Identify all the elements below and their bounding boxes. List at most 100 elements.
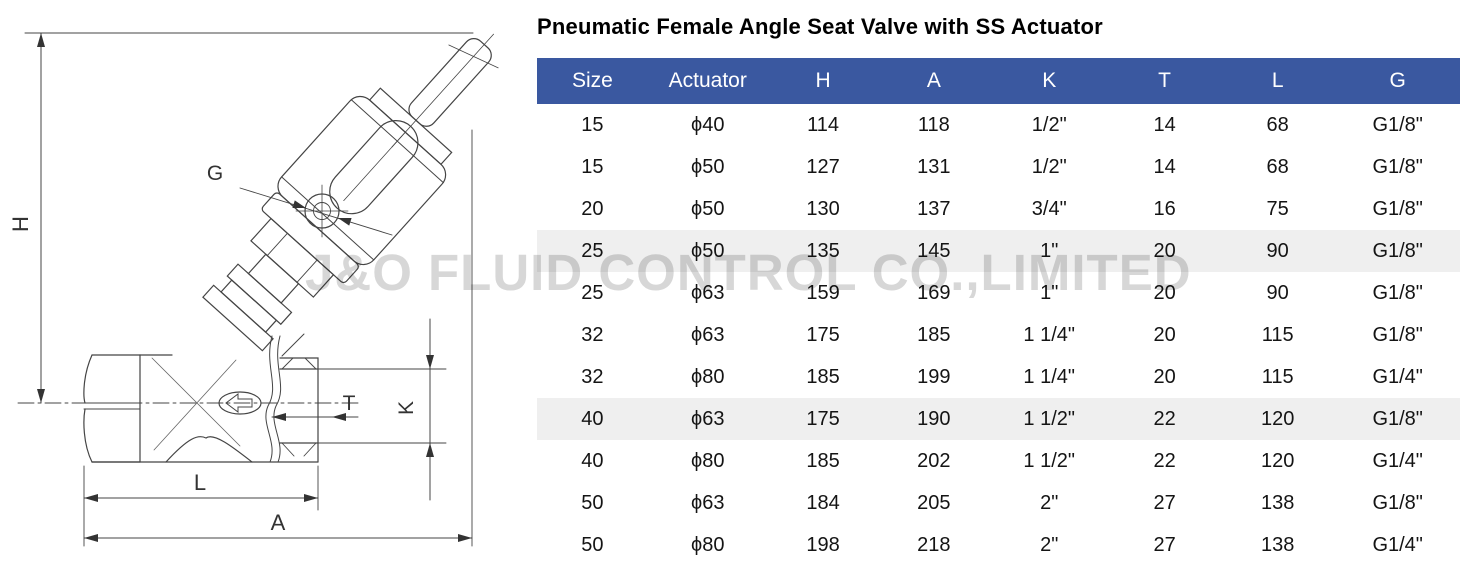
table-cell: 135 [806, 239, 840, 262]
table-cell: ϕ80 [691, 449, 725, 472]
table-cell: 175 [806, 323, 840, 346]
table-cell: 25 [581, 239, 604, 262]
table-cell: 218 [917, 533, 951, 556]
table-cell: ϕ40 [691, 113, 725, 136]
table-cell: G1/8" [1372, 155, 1423, 178]
table-row: 40 ϕ80 185 202 1 1/2" 22 120 G1/4" [537, 440, 1460, 482]
table-cell: 1 1/4" [1023, 323, 1076, 346]
table-cell: 138 [1260, 533, 1295, 556]
table-cell: 127 [806, 155, 840, 178]
table-cell: G1/8" [1372, 491, 1423, 514]
table-cell: 175 [806, 407, 840, 430]
table-cell: 115 [1261, 365, 1294, 388]
table-cell: 202 [917, 449, 951, 472]
table-body: 15 ϕ40 114 118 1/2" 14 68 G1/8" 15 ϕ50 127 131 1/2" 1… [537, 104, 1460, 566]
table-cell: 184 [806, 491, 840, 514]
table-cell: ϕ63 [691, 323, 725, 346]
table-row: 32 ϕ80 185 199 1 1/4" 20 115 G1/4" [537, 356, 1460, 398]
table-cell: 22 [1153, 449, 1176, 472]
table-cell: 198 [806, 533, 840, 556]
col-header-h: H [767, 58, 879, 104]
table-cell: 27 [1153, 533, 1176, 556]
table-cell: 138 [1260, 491, 1295, 514]
table-cell: 130 [806, 197, 840, 220]
table-cell: 27 [1153, 491, 1176, 514]
table-cell: 22 [1153, 407, 1176, 430]
table-cell: 32 [581, 365, 604, 388]
table-cell: 40 [581, 407, 604, 430]
table-row: 25 ϕ50 135 145 1" 20 90 G1/8" [537, 230, 1460, 272]
col-header-actuator: Actuator [647, 58, 768, 104]
table-cell: 20 [1153, 281, 1176, 304]
col-header-g: G [1335, 58, 1460, 104]
valve-technical-drawing: H G T K L A [0, 0, 530, 565]
table-row: 25 ϕ63 159 169 1" 20 90 G1/8" [537, 272, 1460, 314]
dim-label-A: A [271, 510, 286, 535]
table-cell: 1" [1040, 239, 1059, 262]
table-cell: 20 [1153, 365, 1176, 388]
table-cell: ϕ63 [691, 491, 725, 514]
table-cell: 1/2" [1031, 155, 1067, 178]
table-cell: 185 [806, 365, 840, 388]
col-header-size: Size [537, 58, 648, 104]
table-cell: 185 [917, 323, 951, 346]
table-cell: 1" [1040, 281, 1059, 304]
table-cell: G1/8" [1372, 281, 1423, 304]
table-cell: 20 [1153, 323, 1176, 346]
dim-label-K: K [395, 401, 418, 415]
table-cell: 90 [1266, 281, 1289, 304]
table-cell: 1/2" [1031, 113, 1067, 136]
table-cell: 137 [917, 197, 951, 220]
table-cell: 50 [581, 491, 604, 514]
col-header-a: A [878, 58, 990, 104]
table-row: 50 ϕ80 198 218 2" 27 138 G1/4" [537, 524, 1460, 566]
table-cell: G1/8" [1372, 113, 1423, 136]
table-row: 50 ϕ63 184 205 2" 27 138 G1/8" [537, 482, 1460, 524]
table-cell: G1/4" [1372, 365, 1423, 388]
table-cell: 68 [1266, 113, 1289, 136]
table-cell: 68 [1266, 155, 1289, 178]
table-cell: 169 [917, 281, 951, 304]
table-row: 15 ϕ40 114 118 1/2" 14 68 G1/8" [537, 104, 1460, 146]
table-cell: ϕ50 [691, 239, 725, 262]
col-header-k: K [989, 58, 1110, 104]
table-row: 40 ϕ63 175 190 1 1/2" 22 120 G1/8" [537, 398, 1460, 440]
table-cell: 2" [1040, 491, 1059, 514]
table-cell: 115 [1261, 323, 1294, 346]
table-cell: ϕ63 [691, 281, 725, 304]
table-cell: G1/8" [1372, 239, 1423, 262]
spec-table-panel: Pneumatic Female Angle Seat Valve with S… [537, 0, 1460, 566]
table-cell: 120 [1260, 407, 1295, 430]
table-cell: 1 1/2" [1023, 449, 1076, 472]
table-cell: 20 [581, 197, 604, 220]
table-cell: 20 [1153, 239, 1176, 262]
dim-label-T: T [343, 392, 356, 415]
table-cell: 32 [581, 323, 604, 346]
table-cell: 16 [1153, 197, 1176, 220]
table-cell: 120 [1260, 449, 1295, 472]
table-header-row: Size Actuator H A K T L G [537, 58, 1460, 104]
table-cell: ϕ80 [691, 365, 725, 388]
table-cell: 15 [581, 155, 604, 178]
table-cell: ϕ63 [691, 407, 725, 430]
table-cell: 90 [1266, 239, 1289, 262]
table-cell: 190 [917, 407, 951, 430]
table-cell: 15 [581, 113, 604, 136]
table-cell: 145 [917, 239, 951, 262]
table-cell: G1/8" [1372, 197, 1423, 220]
table-cell: 114 [807, 113, 840, 136]
table-cell: 118 [917, 113, 950, 136]
col-header-l: L [1219, 58, 1336, 104]
table-cell: 14 [1153, 155, 1176, 178]
table-cell: 25 [581, 281, 604, 304]
dimension-table: Size Actuator H A K T L G 15 ϕ40 114 118 1/2… [537, 58, 1460, 566]
dim-label-G: G [207, 162, 223, 185]
table-cell: 185 [806, 449, 840, 472]
table-cell: 1 1/4" [1023, 365, 1076, 388]
table-cell: 3/4" [1031, 197, 1067, 220]
table-cell: 2" [1040, 533, 1059, 556]
table-cell: 40 [581, 449, 604, 472]
table-cell: ϕ50 [691, 197, 725, 220]
table-cell: G1/4" [1372, 533, 1423, 556]
table-cell: 50 [581, 533, 604, 556]
